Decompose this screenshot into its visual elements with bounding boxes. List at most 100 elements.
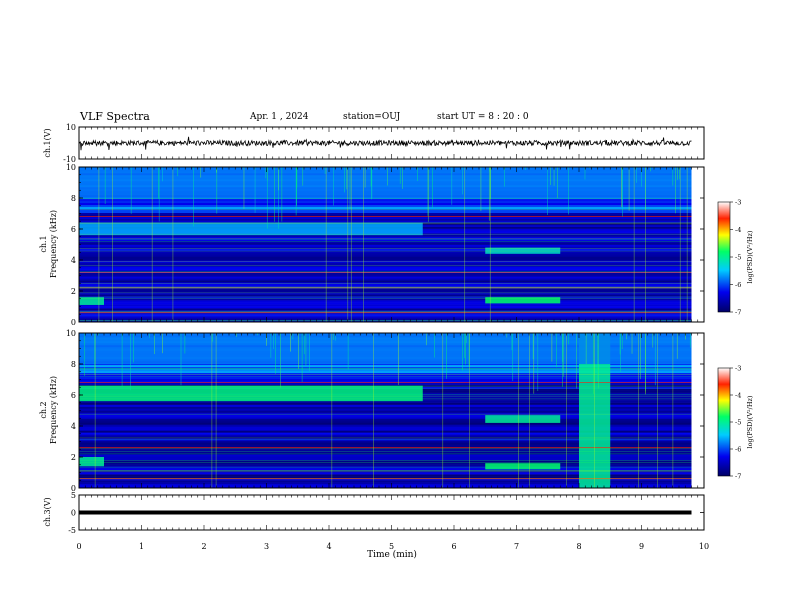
colorbar-tick-label: -3 <box>735 365 741 373</box>
spectrogram-row <box>79 290 692 293</box>
spectrogram-row <box>79 456 692 459</box>
spectrogram-row <box>79 218 692 221</box>
x-tick-label: 3 <box>264 542 269 551</box>
spectrogram-row <box>79 276 692 279</box>
ch2-spec-ylabel-top: ch.2 <box>39 401 48 418</box>
spectrogram-row <box>79 302 692 305</box>
x-tick-label: 0 <box>76 542 81 551</box>
spectrogram-row <box>79 430 692 433</box>
spectrogram-row <box>79 464 692 467</box>
colorbar-tick-label: -4 <box>735 226 741 234</box>
spectrogram-row <box>79 422 692 425</box>
spectrogram-row <box>79 308 692 311</box>
spectrogram-row <box>79 256 692 259</box>
x-tick-label: 5 <box>389 542 394 551</box>
spectrogram-band <box>79 297 104 305</box>
colorbar-tick-label: -7 <box>735 473 741 481</box>
ch2-spec-y-tick-label: 10 <box>66 329 76 338</box>
ch1-spec-ylabel-top: ch.1 <box>39 235 48 252</box>
ch1-spec-y-tick-label: 8 <box>71 194 76 203</box>
ch2-spec-y-tick-label: 0 <box>71 484 76 493</box>
spectrogram-row <box>79 442 692 445</box>
ch2-spectrogram-heatmap <box>79 333 692 488</box>
ch1-spec-y-tick-label: 2 <box>71 287 76 296</box>
spectrogram-row <box>79 452 692 455</box>
spectrogram-row <box>79 432 692 435</box>
ch1-spec-ylabel: Frequency (kHz) <box>49 210 58 278</box>
spectrogram-row <box>79 250 692 253</box>
spectrogram-row <box>79 262 692 265</box>
ch3-y-tick-label: 0 <box>71 509 76 518</box>
ch1-ylabel: ch.1(V) <box>43 128 52 157</box>
spectrogram-row <box>79 202 692 206</box>
spectrogram-row <box>79 234 692 237</box>
spectrogram-row <box>79 372 692 376</box>
spectrogram-row <box>79 450 692 453</box>
spectrogram-row <box>79 460 692 463</box>
spectrogram-row <box>79 474 692 477</box>
spectrogram-row <box>79 258 692 261</box>
spectrogram-row <box>79 210 692 214</box>
spectrogram-band <box>79 385 423 402</box>
spectrogram-row <box>79 420 692 423</box>
spectrogram-row <box>79 448 692 451</box>
ch2-colorbar <box>717 367 731 477</box>
colorbar-ticks: -3 -4 -5 -6 -7 -3 -4 -5 -6 -7 <box>730 199 741 481</box>
ch1-spec-y-tick-label: 0 <box>71 318 76 327</box>
spectrogram-row <box>79 312 692 315</box>
spectrogram-row <box>79 280 692 283</box>
spectrogram-row <box>79 252 692 255</box>
ch3-y-tick-label: 5 <box>71 491 76 500</box>
spectrogram-row <box>79 364 692 368</box>
spectrogram-row <box>79 204 692 208</box>
spectrogram-row <box>79 484 692 487</box>
spectrogram-row <box>79 220 692 223</box>
ch1-spec-y-tick-label: 10 <box>66 163 76 172</box>
spectrogram-row <box>79 414 692 417</box>
spectrogram-row <box>79 458 692 461</box>
ch1-waveform-trace <box>78 136 692 151</box>
ch2-spec-y-tick-label: 6 <box>71 391 76 400</box>
colorbar-tick-label: -6 <box>735 281 741 289</box>
spectrogram-row <box>79 292 692 295</box>
start-time-label: start UT = 8 : 20 : 0 <box>437 112 529 122</box>
spectrogram-row <box>79 438 692 441</box>
spectrogram-row <box>79 266 692 269</box>
spectrogram-row <box>79 482 692 485</box>
spectrogram-row <box>79 376 692 380</box>
spectrogram-row <box>79 272 692 275</box>
ch3-waveform-line <box>79 510 692 515</box>
spectrogram-row <box>79 404 692 407</box>
ch3-y-tick-label: -5 <box>68 526 76 535</box>
ch1-spec-y-tick-label: 6 <box>71 225 76 234</box>
spectrogram-row <box>79 216 692 219</box>
spectrogram-row <box>79 416 692 419</box>
spectrogram-band <box>485 297 561 304</box>
spectrogram-row <box>79 284 692 287</box>
spectrogram-band <box>79 333 692 364</box>
spectrogram-row <box>79 246 692 249</box>
spectrogram-row <box>79 418 692 421</box>
ch1-colorbar <box>717 201 731 313</box>
spectrogram-row <box>79 440 692 443</box>
spectrogram-row <box>79 254 692 257</box>
spectrogram-row <box>79 408 692 411</box>
colorbar-tick-label: -7 <box>735 309 741 317</box>
date-label: Apr. 1 , 2024 <box>250 112 309 122</box>
spectrogram-row <box>79 206 692 210</box>
ch2-colorbar-label: log(PSD)(V²/Hz) <box>746 395 754 448</box>
spectrogram-row <box>79 434 692 437</box>
spectrogram-row <box>79 368 692 372</box>
x-tick-label: 2 <box>201 542 206 551</box>
spectrogram-row <box>79 318 692 321</box>
ch1-y-tick-label: 10 <box>66 123 76 132</box>
spectrogram-row <box>79 426 692 429</box>
spectrogram-row <box>79 366 692 370</box>
spectrogram-row <box>79 412 692 415</box>
spectrogram-row <box>79 300 692 303</box>
spectrogram-row <box>79 478 692 481</box>
spectrogram-row <box>79 296 692 299</box>
spectrogram-row <box>79 436 692 439</box>
spectrogram-row <box>79 424 692 427</box>
